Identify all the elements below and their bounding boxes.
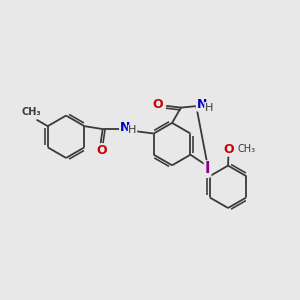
Text: CH₃: CH₃ (21, 107, 41, 117)
Text: H: H (205, 103, 213, 112)
Text: O: O (152, 98, 163, 111)
Text: N: N (120, 121, 130, 134)
Text: I: I (205, 161, 210, 176)
Text: O: O (223, 142, 234, 156)
Text: N: N (197, 98, 207, 111)
Text: O: O (96, 144, 106, 157)
Text: CH₃: CH₃ (238, 143, 256, 154)
Text: H: H (128, 125, 137, 135)
